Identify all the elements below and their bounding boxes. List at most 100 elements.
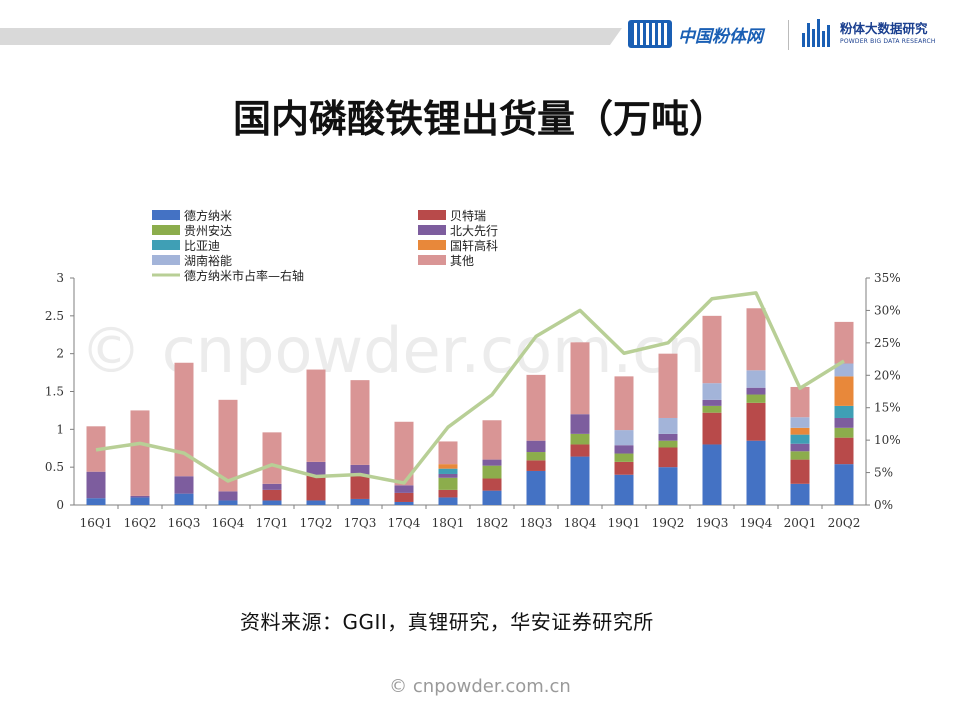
y-tick-label: 3	[56, 271, 64, 285]
powder-bigdata-logo-cn: 粉体大数据研究	[840, 21, 928, 37]
bar-segment	[834, 464, 854, 505]
x-tick-label: 16Q4	[212, 516, 245, 530]
legend-label: 贵州安达	[184, 223, 232, 238]
bar-segment	[438, 464, 458, 469]
chart-watermark: © cnpowder.com.cn	[80, 314, 706, 387]
bar-segment	[306, 369, 326, 462]
bar-segment	[702, 405, 722, 413]
bar-segment	[306, 461, 326, 476]
bar-segment	[658, 447, 678, 468]
legend-swatch	[152, 210, 180, 220]
x-tick-label: 20Q2	[828, 516, 861, 530]
legend-swatch	[418, 210, 446, 220]
bar-segment	[702, 444, 722, 505]
powder-bigdata-logo: 粉体大数据研究 POWDER BIG DATA RESEARCH	[800, 16, 936, 52]
bar-segment	[834, 321, 854, 364]
legend-swatch	[418, 225, 446, 235]
y-tick-label: 0	[56, 498, 64, 512]
bar-segment	[262, 483, 282, 490]
bar-segment	[834, 417, 854, 428]
y2-tick-label: 0%	[874, 498, 893, 512]
bar-segment	[658, 467, 678, 505]
logo-divider	[788, 20, 789, 50]
share-line-path	[95, 291, 845, 485]
y-tick-label: 1.5	[45, 385, 64, 399]
bar-segment	[614, 461, 634, 475]
bar-segment	[570, 444, 590, 457]
legend-swatch	[418, 240, 446, 250]
bar-segment	[262, 500, 282, 505]
bar-segment	[526, 440, 546, 453]
bar-segment	[350, 475, 370, 499]
bar-segment	[526, 470, 546, 505]
legend-swatch	[418, 255, 446, 265]
y2-tick-label: 20%	[874, 368, 901, 382]
cnpowder-logo-text: 中国粉体网	[678, 26, 763, 47]
bar-segment	[614, 430, 634, 446]
bar-segment	[482, 478, 502, 491]
share-line	[95, 291, 845, 485]
x-tick-label: 19Q4	[740, 516, 773, 530]
bar-segment	[306, 500, 326, 505]
legend-label: 其他	[450, 254, 474, 268]
bar-segment	[834, 405, 854, 418]
bar-segment	[482, 420, 502, 460]
bar-segment	[570, 414, 590, 434]
bar-segment	[438, 477, 458, 490]
x-tick-label: 17Q1	[256, 516, 289, 530]
bar-segment	[262, 432, 282, 484]
source-note: 资料来源：GGII，真锂研究，华安证券研究所	[240, 610, 654, 634]
bar-segment	[570, 342, 590, 415]
y2-tick-label: 15%	[874, 401, 901, 415]
chart-axes: 00.511.522.530%5%10%15%20%25%30%35%16Q1 1…	[45, 271, 901, 530]
x-tick-label: 17Q2	[300, 516, 333, 530]
y-tick-label: 2.5	[45, 309, 64, 323]
bar-segment	[438, 441, 458, 465]
x-tick-label: 19Q2	[652, 516, 685, 530]
legend-swatch	[152, 255, 180, 265]
bar-segment	[526, 452, 546, 461]
bar-segment	[746, 402, 766, 441]
bar-segment	[746, 308, 766, 371]
bar-segment	[174, 476, 194, 494]
legend-label: 德方纳米市占率—右轴	[184, 268, 304, 283]
x-tick-label: 18Q3	[520, 516, 553, 530]
legend-label: 比亚迪	[184, 239, 220, 253]
bar-segment	[394, 492, 414, 502]
bar-segment	[658, 417, 678, 434]
x-tick-label: 18Q4	[564, 516, 597, 530]
powder-bigdata-logo-en: POWDER BIG DATA RESEARCH	[840, 37, 936, 45]
bar-segment	[438, 497, 458, 505]
bar-segment	[614, 453, 634, 462]
y-tick-label: 1	[56, 422, 64, 436]
x-tick-label: 16Q2	[124, 516, 157, 530]
legend-label: 湖南裕能	[184, 253, 232, 268]
y2-tick-label: 30%	[874, 303, 901, 317]
legend-label: 国轩高科	[450, 238, 498, 253]
bar-segment	[438, 473, 458, 478]
y-tick-label: 2	[56, 347, 64, 361]
slide-title: 国内磷酸铁锂出货量（万吨）	[232, 97, 727, 141]
legend-label: 北大先行	[450, 224, 498, 238]
bar-segment	[702, 399, 722, 406]
bar-segment	[482, 459, 502, 466]
bar-segment	[350, 464, 370, 476]
chart-bars	[86, 308, 854, 505]
x-tick-label: 19Q1	[608, 516, 641, 530]
x-tick-label: 19Q3	[696, 516, 729, 530]
bar-segment	[746, 394, 766, 403]
bar-segment	[526, 460, 546, 471]
bar-segment	[570, 433, 590, 445]
bar-segment	[834, 427, 854, 438]
bar-segment	[130, 497, 150, 505]
bar-segment	[130, 410, 150, 496]
bar-segment	[482, 490, 502, 505]
x-tick-label: 16Q3	[168, 516, 201, 530]
bar-segment	[394, 501, 414, 505]
y-tick-label: 0.5	[45, 460, 64, 474]
legend-label: 贝特瑞	[450, 208, 486, 223]
bar-segment	[790, 451, 810, 460]
bar-segment	[482, 465, 502, 479]
bar-segment	[526, 374, 546, 441]
bar-segment	[218, 491, 238, 501]
